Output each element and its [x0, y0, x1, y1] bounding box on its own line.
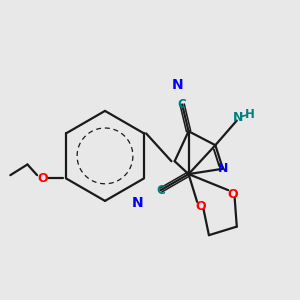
Text: N: N: [233, 111, 243, 124]
Text: O: O: [227, 188, 238, 201]
Text: N: N: [218, 162, 228, 175]
Text: C: C: [156, 184, 165, 197]
Text: O: O: [195, 200, 206, 213]
Text: O: O: [37, 172, 48, 185]
Text: N: N: [172, 78, 184, 92]
Text: H: H: [245, 108, 255, 121]
Text: N: N: [131, 196, 143, 210]
Text: C: C: [178, 98, 187, 111]
